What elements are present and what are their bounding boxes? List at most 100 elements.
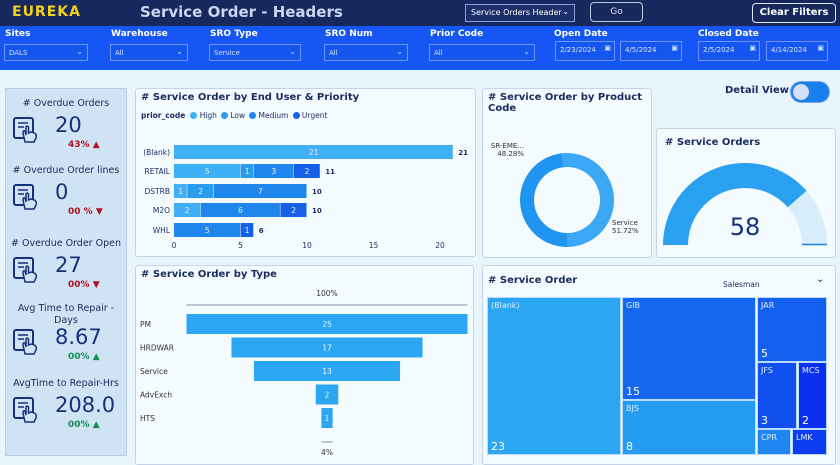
category-label: (Blank) [143,148,170,157]
kpi-delta: 00% ▲ [68,420,100,430]
filter-sro-type[interactable]: Service ⌄ [209,44,301,61]
calendar-icon: ▣ [817,44,824,52]
bar-segment[interactable] [174,145,453,159]
kpi-value: 8.67 [55,325,102,349]
segment-label: 1 [245,167,250,176]
segment-label: 3 [271,167,276,176]
segment-label: 2 [185,206,190,215]
touch-document-icon [13,329,38,355]
bar-segment[interactable] [174,203,201,217]
chevron-down-icon: ⌄ [523,47,530,56]
field-select[interactable]: Salesman [723,280,760,289]
treemap-tile[interactable]: (Blank) 23 [487,297,621,455]
bottom-pct-label: 4% [321,448,333,457]
category-label: PM [140,320,151,329]
legend-label: Low [230,111,246,120]
chevron-down-icon[interactable]: ⌄ [816,274,825,285]
kpi-delta-value: 00% [68,420,90,430]
chevron-down-icon: ⌄ [396,47,403,56]
chart-title: # Service Order [488,275,578,286]
segment-label: 7 [258,187,263,196]
kpi-title: # Overdue Orders [22,98,110,109]
clear-filters-button[interactable]: Clear Filters [752,3,836,23]
filter-prior-code[interactable]: All ⌄ [429,44,535,61]
legend-item[interactable]: High [190,111,217,120]
segment-label: 1 [178,187,183,196]
closed-date-from[interactable]: 2/5/2024 ▣ [698,41,760,61]
bar-value-label: 2 [325,391,330,400]
go-button[interactable]: Go [590,2,643,22]
segment-label: 1 [245,226,250,235]
open-date-from[interactable]: 2/23/2024 ▣ [555,41,615,61]
bar-segment[interactable] [253,164,294,178]
kpi-delta: 43% ▲ [68,140,100,150]
gauge-value: 58 [729,213,761,241]
legend: prior_code High Low Medium Urgent [141,111,331,120]
open-date-to[interactable]: 4/5/2024 ▣ [620,41,682,61]
bar-segment[interactable] [213,184,307,198]
date-value: 4/5/2024 [625,46,657,54]
funnel-bar[interactable] [253,361,401,381]
service-order-funnel: 100% PM 25 HRDWAR 17 Service 13 AdvExch 2 HTS 1 4% [140,289,468,457]
donut-slice[interactable] [561,153,614,247]
filter-value: All [329,49,338,57]
date-value: 4/14/2024 [771,46,807,54]
bar-segment[interactable] [240,164,254,178]
treemap-tile[interactable]: JFS 3 [757,362,797,429]
detail-view-toggle[interactable] [790,81,830,103]
bar-segment[interactable] [293,164,320,178]
kpi-delta: 00% ▲ [68,352,100,362]
closed-date-to[interactable]: 4/14/2024 ▣ [766,41,828,61]
kpi-delta: 00 % ▼ [68,207,103,217]
segment-label: 21 [309,148,319,157]
bar-segment[interactable] [174,184,187,198]
filter-sro-num[interactable]: All ⌄ [324,44,408,61]
view-select-value: Service Orders Header [471,8,562,17]
treemap-tile[interactable]: BJS 8 [622,400,756,455]
treemap-tile[interactable]: MCS 2 [798,362,827,429]
treemap-tile[interactable]: GIB 15 [622,297,756,400]
category-label: HRDWAR [140,344,174,353]
filter-sites[interactable]: DALS ⌄ [4,44,88,61]
tile-value: 23 [491,440,505,453]
segment-label: 5 [205,167,210,176]
funnel-bar[interactable] [315,384,339,405]
donut-slice[interactable] [519,153,567,247]
treemap-tile[interactable]: JAR 5 [757,297,827,362]
segment-label: 2 [198,187,203,196]
funnel-bar[interactable] [321,408,333,428]
bar-value-label: 13 [322,367,332,376]
legend-item[interactable]: Medium [249,111,289,120]
bar-segment[interactable] [187,184,214,198]
treemap-tile[interactable]: LMK [792,429,827,455]
triangle-down-icon: ▼ [95,207,103,217]
funnel-bar[interactable] [186,314,468,334]
category-label: Service [140,367,168,376]
total-label: 10 [312,207,322,215]
view-select[interactable]: Service Orders Header ⌄ [465,4,575,22]
chevron-down-icon: ⌄ [176,47,183,56]
closed-date-label: Closed Date [698,29,759,39]
kpi-value: 208.0 [55,393,116,417]
touch-document-icon [13,184,38,210]
filter-warehouse[interactable]: All ⌄ [110,44,188,61]
bar-segment[interactable] [240,223,254,237]
bar-segment[interactable] [200,203,280,217]
triangle-up-icon: ▲ [92,420,100,430]
segment-label: 2 [291,206,296,215]
funnel-bar[interactable] [231,337,423,358]
treemap-tile[interactable]: CPR [757,429,791,455]
bar-segment[interactable] [280,203,307,217]
tile-label: LMK [796,433,813,442]
touch-document-icon [13,117,38,143]
category-label: M2O [153,206,170,215]
legend-item[interactable]: Urgent [292,111,327,120]
bar-segment[interactable] [174,164,240,178]
filter-bar: Sites DALS ⌄ Warehouse All ⌄ SRO Type Serv… [0,26,840,70]
triangle-up-icon: ▲ [92,140,100,150]
bar-segment[interactable] [174,223,240,237]
legend-item[interactable]: Low [220,111,246,120]
bar-value-label: 25 [322,320,332,329]
kpi-delta-value: 00% [68,352,90,362]
tile-label: JAR [761,301,775,310]
